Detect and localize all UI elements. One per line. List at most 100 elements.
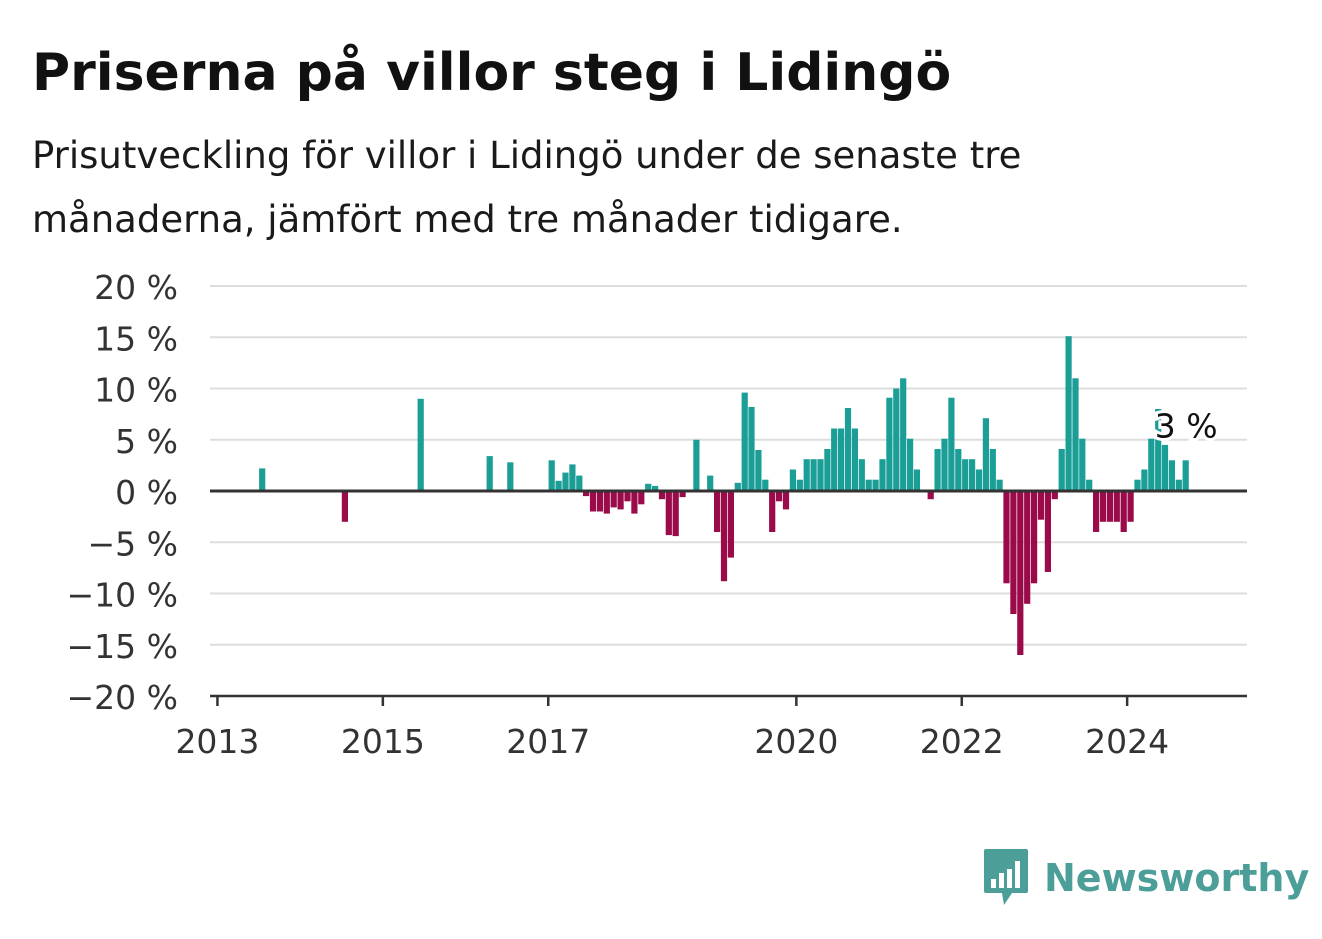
bar xyxy=(1168,460,1175,492)
bar xyxy=(507,462,514,491)
bar xyxy=(741,392,748,491)
bar xyxy=(596,491,603,512)
bar xyxy=(617,491,624,510)
bar xyxy=(934,449,941,491)
bar xyxy=(555,480,562,492)
bar xyxy=(645,483,652,491)
bar xyxy=(1134,479,1141,491)
bar xyxy=(817,459,824,491)
bar xyxy=(886,397,893,491)
y-tick-label: −10 % xyxy=(67,576,179,615)
y-tick-label: 0 % xyxy=(115,473,178,512)
bar xyxy=(652,485,659,491)
bar xyxy=(989,449,996,491)
bar xyxy=(1017,491,1024,655)
bar-chart-speech-bubble-icon xyxy=(984,849,1028,905)
bar xyxy=(624,491,631,502)
bar xyxy=(727,491,734,558)
bar xyxy=(969,459,976,491)
bar xyxy=(1086,479,1093,491)
x-tick-label: 2020 xyxy=(754,722,838,761)
y-tick-label: −15 % xyxy=(67,627,179,666)
bar xyxy=(631,491,638,514)
bar xyxy=(1079,438,1086,491)
bar xyxy=(1113,491,1120,522)
bar xyxy=(638,491,645,505)
bar xyxy=(748,406,755,491)
bar xyxy=(589,491,597,512)
y-tick-label: 10 % xyxy=(94,371,178,410)
bar xyxy=(562,472,569,491)
chart-subtitle: Prisutveckling för villor i Lidingö unde… xyxy=(32,134,1022,241)
annotations: 3 % xyxy=(1152,404,1221,449)
bar xyxy=(1182,460,1189,492)
bar xyxy=(417,398,424,492)
x-tick-label: 2022 xyxy=(920,722,1004,761)
bar xyxy=(1148,438,1155,491)
y-tick-label: −5 % xyxy=(88,524,179,563)
bar xyxy=(1106,491,1113,522)
bar xyxy=(975,469,983,491)
bar xyxy=(762,479,769,491)
bar xyxy=(782,491,790,510)
bar xyxy=(927,491,934,500)
bar xyxy=(776,491,783,502)
x-tick-label: 2013 xyxy=(175,722,259,761)
brand-name: Newsworthy xyxy=(1044,856,1310,900)
bar xyxy=(658,491,666,500)
bar xyxy=(569,464,576,492)
bar xyxy=(879,459,886,491)
bar xyxy=(982,418,989,491)
bar xyxy=(610,491,617,508)
bar xyxy=(672,491,679,537)
bar xyxy=(996,479,1003,491)
axes xyxy=(210,489,1247,706)
bar xyxy=(1051,491,1058,500)
bar xyxy=(707,475,714,491)
latest-value-label: 3 % xyxy=(1155,407,1218,446)
bar xyxy=(1044,491,1051,572)
bar xyxy=(796,479,803,491)
bar xyxy=(665,491,672,536)
bar xyxy=(865,479,872,491)
bar xyxy=(341,491,348,522)
bar xyxy=(693,439,700,492)
y-tick-label: 20 % xyxy=(94,268,178,307)
bar xyxy=(1120,491,1127,532)
x-tick-label: 2017 xyxy=(506,722,590,761)
bar xyxy=(1072,378,1079,492)
bar xyxy=(1175,479,1182,491)
bar xyxy=(803,459,810,491)
bar xyxy=(941,438,948,491)
bar xyxy=(548,460,555,492)
bar xyxy=(831,428,838,491)
bar xyxy=(1161,444,1169,491)
bar xyxy=(858,459,865,491)
bar xyxy=(734,482,741,491)
chart-title: Priserna på villor steg i Lidingö xyxy=(32,43,952,103)
bar xyxy=(844,408,852,491)
bar xyxy=(838,428,845,491)
bar xyxy=(679,491,686,498)
bar xyxy=(1024,491,1031,604)
bar xyxy=(1141,469,1148,491)
bar xyxy=(720,491,728,582)
bar xyxy=(1058,449,1065,491)
bar xyxy=(755,450,762,491)
bar xyxy=(789,469,796,491)
y-tick-label: 5 % xyxy=(115,422,178,461)
bar xyxy=(1099,491,1107,522)
bar xyxy=(913,469,920,491)
bar xyxy=(1155,409,1162,491)
bar xyxy=(486,456,493,491)
bar xyxy=(714,491,721,532)
y-tick-label: −20 % xyxy=(67,678,179,717)
bar xyxy=(603,491,610,514)
x-tick-label: 2024 xyxy=(1085,722,1169,761)
bar xyxy=(1127,491,1134,522)
y-axis-tick-labels: 20 % 15 % 10 % 5 % 0 % −5 % −10 % −15 % −20 % xyxy=(67,268,179,717)
bar xyxy=(1093,491,1100,532)
bar xyxy=(583,491,590,497)
bar xyxy=(576,475,583,491)
